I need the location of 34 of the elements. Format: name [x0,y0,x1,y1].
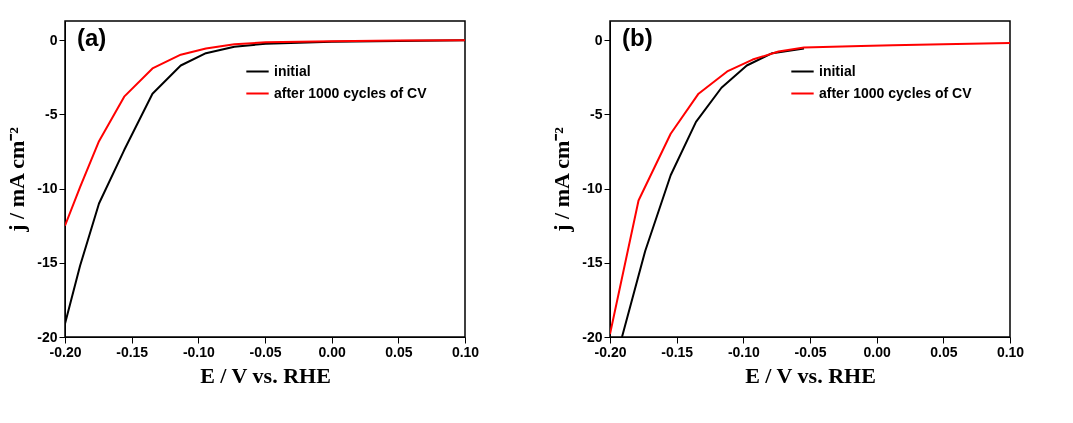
x-tick-label: -0.10 [727,343,760,360]
y-tick-label: -15 [582,254,603,271]
y-tick-label: -20 [37,328,58,345]
x-tick-label: 0.10 [996,343,1025,360]
y-tick-label: -20 [582,328,603,345]
legend-label: after 1000 cycles of CV [819,84,973,101]
x-tick-label: -0.10 [182,343,215,360]
y-tick-label: -10 [582,180,603,197]
chart-title: (a) [77,24,107,51]
y-tick-label: -5 [45,105,58,122]
x-tick-label: 0.10 [451,343,480,360]
x-tick-label: -0.20 [49,343,82,360]
x-tick-label: -0.20 [594,343,627,360]
y-tick-label: -10 [37,180,58,197]
x-tick-label: 0.00 [318,343,346,360]
y-tick-label: -5 [590,105,603,122]
y-axis-title: j / mA cm⁻² [4,126,30,233]
x-tick-label: -0.15 [116,343,149,360]
x-tick-label: -0.05 [249,343,282,360]
x-tick-label: 0.05 [385,343,413,360]
x-tick-label: -0.15 [661,343,694,360]
y-axis-title: j / mA cm⁻² [549,126,575,233]
y-tick-label: 0 [594,31,603,48]
chart-title: (b) [622,24,653,51]
x-tick-label: 0.05 [930,343,958,360]
x-tick-label: 0.00 [863,343,891,360]
x-tick-label: -0.05 [794,343,827,360]
x-axis-title: E / V vs. RHE [200,362,331,388]
y-tick-label: 0 [49,31,58,48]
legend-label: after 1000 cycles of CV [274,84,428,101]
legend-label: initial [819,62,856,79]
legend-label: initial [274,62,311,79]
y-tick-label: -15 [37,254,58,271]
x-axis-title: E / V vs. RHE [745,362,876,388]
